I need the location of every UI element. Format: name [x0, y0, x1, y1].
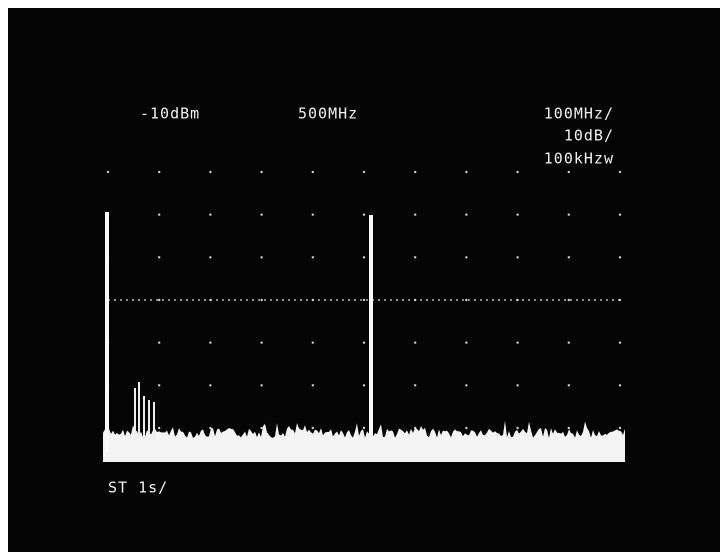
graticule-dot	[260, 426, 263, 430]
graticule-dot	[362, 170, 366, 174]
spur	[148, 400, 150, 440]
graticule-dot	[414, 341, 417, 344]
graticule-dot	[158, 426, 161, 430]
graticule-dot	[158, 341, 161, 344]
graticule-dot	[414, 256, 417, 259]
graticule-dot	[158, 213, 161, 216]
graticule-dot	[465, 341, 468, 344]
graticule-dot	[362, 341, 366, 344]
graticule-dot	[516, 426, 519, 430]
graticule-dot	[618, 170, 622, 174]
graticule-dot	[311, 341, 314, 344]
graticule-dot	[158, 384, 161, 387]
graticule-dot	[362, 213, 366, 216]
graticule-dot	[362, 384, 366, 387]
graticule-dot	[567, 170, 570, 174]
graticule-dot	[362, 298, 366, 302]
noise-floor	[103, 420, 625, 462]
graticule-dot	[465, 298, 468, 302]
graticule-dot	[260, 213, 263, 216]
scale-per-div: 10dB/	[564, 127, 614, 145]
reference-level: -10dBm	[140, 105, 200, 123]
graticule-dot	[618, 426, 622, 430]
graticule-dot	[567, 213, 570, 216]
graticule-dot	[311, 256, 314, 259]
graticule-dot	[414, 170, 417, 174]
graticule-dot	[209, 341, 212, 344]
graticule-dot	[516, 384, 519, 387]
graticule-dot	[567, 256, 570, 259]
spur	[143, 396, 145, 440]
resolution-bandwidth: 100kHzw	[544, 150, 614, 168]
graticule-dot	[516, 170, 519, 174]
graticule-dot	[465, 426, 468, 430]
graticule-dot	[618, 384, 622, 387]
graticule-dot	[567, 426, 570, 430]
graticule-dot	[516, 213, 519, 216]
graticule-dot	[516, 256, 519, 259]
graticule-dot	[567, 298, 570, 302]
graticule-dot	[465, 384, 468, 387]
center-frequency: 500MHz	[298, 105, 358, 123]
graticule-dot	[209, 384, 212, 387]
graticule-dot	[311, 213, 314, 216]
spur	[134, 388, 136, 440]
sweep-time: ST 1s/	[108, 479, 168, 497]
graticule-dot	[414, 213, 417, 216]
graticule-dot	[567, 341, 570, 344]
graticule-dot	[618, 341, 622, 344]
spur	[153, 402, 155, 440]
graticule-dot	[414, 384, 417, 387]
graticule-dot	[311, 170, 314, 174]
graticule-dot	[209, 170, 212, 174]
graticule-dot	[465, 170, 468, 174]
graticule-dot	[618, 256, 622, 259]
signal-peak	[105, 212, 109, 452]
graticule-dot	[311, 426, 314, 430]
graticule-dot	[311, 384, 314, 387]
graticule-dot	[618, 213, 622, 216]
signal-peak	[369, 215, 373, 440]
graticule-dot	[106, 170, 110, 174]
graticule-dot	[158, 298, 161, 302]
graticule-dot	[516, 341, 519, 344]
graticule-dot	[209, 256, 212, 259]
spectrum-trace	[103, 212, 625, 462]
graticule-dot	[209, 213, 212, 216]
graticule-dot	[158, 256, 161, 259]
spur	[138, 382, 140, 440]
graticule-dot	[260, 341, 263, 344]
span-per-div: 100MHz/	[544, 105, 614, 123]
graticule-dot	[465, 256, 468, 259]
graticule-dot	[260, 256, 263, 259]
graticule-dot	[362, 256, 366, 259]
graticule-dot	[567, 384, 570, 387]
graticule-dot	[260, 170, 263, 174]
graticule-dot	[465, 213, 468, 216]
graticule-dot	[260, 298, 263, 302]
graticule-dot	[158, 170, 161, 174]
screen-background	[8, 8, 720, 552]
graticule-dot	[362, 426, 366, 430]
graticule-dot	[260, 384, 263, 387]
